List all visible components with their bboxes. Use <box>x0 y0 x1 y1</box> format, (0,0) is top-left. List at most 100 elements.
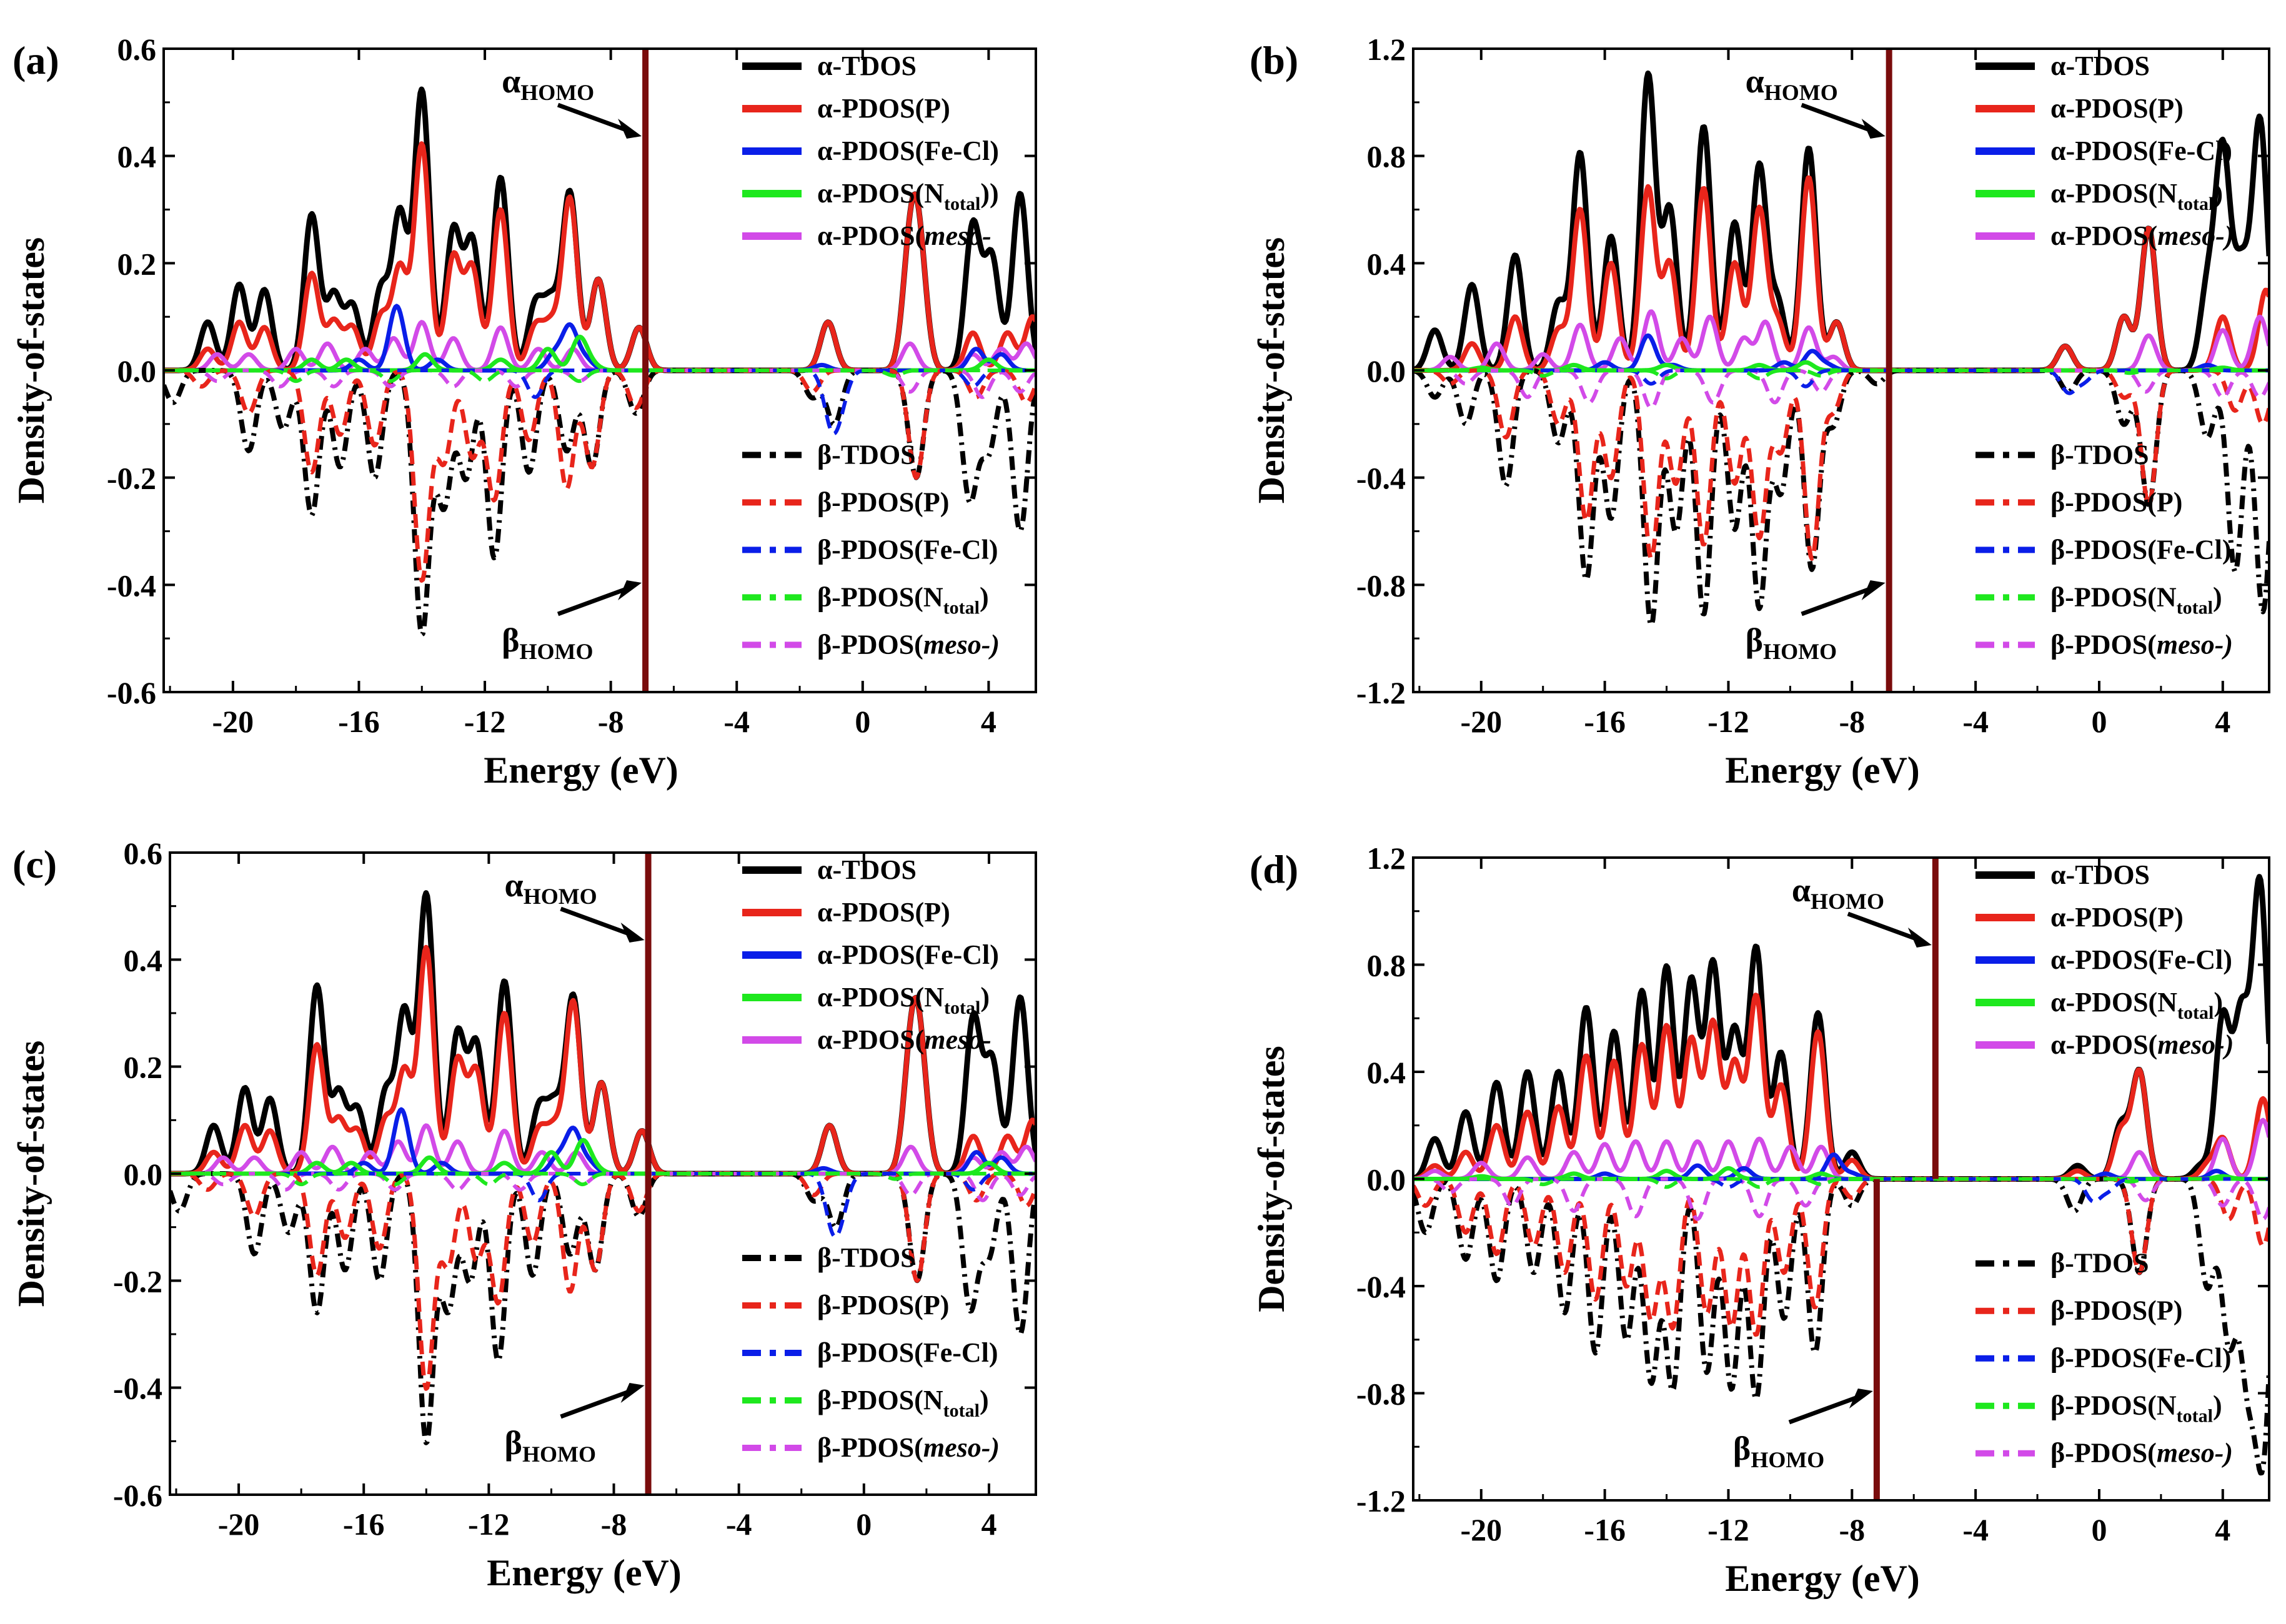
x-tick-label: 4 <box>981 704 996 739</box>
x-tick-label: -12 <box>1707 704 1749 739</box>
legend-subscript: total <box>2177 1406 2213 1427</box>
legend-tail: ) <box>2213 1390 2222 1421</box>
legend-text: β-PDOS( <box>2050 1438 2157 1468</box>
homo-subscript: HOMO <box>1763 639 1837 664</box>
beta-symbol: β <box>505 1424 522 1462</box>
legend-label: α-PDOS(Ntotal) <box>817 982 990 1018</box>
legend-text: β-TDOS <box>2050 1248 2149 1279</box>
legend-subscript: total <box>2177 1003 2214 1023</box>
legend-label: β-PDOS(Fe-Cl) <box>817 1337 998 1368</box>
beta-symbol: β <box>1746 621 1763 659</box>
y-tick-label: -0.4 <box>113 1371 162 1406</box>
panel-d: -20 -16 -12 -8 -4 0 4 -1.2 -0.8 -0.4 0.0 0.4 0.8 1.2 E… <box>1250 841 2270 1599</box>
legend-text: α-PDOS(N <box>2050 178 2177 209</box>
legend-text: α-TDOS <box>817 51 917 81</box>
y-tick-label: -0.6 <box>113 1478 162 1513</box>
alpha-symbol: α <box>505 866 524 904</box>
panel-b: -20 -16 -12 -8 -4 0 4 -1.2 -0.8 -0.4 0.0 0.4 0.8 1.2 E… <box>1250 32 2270 791</box>
legend-text: β-PDOS(Fe-Cl) <box>817 1337 998 1368</box>
x-axis-title: Energy (eV) <box>487 1552 682 1593</box>
alpha-homo-arrowhead <box>618 119 642 139</box>
beta-legend: β-TDOS β-PDOS(P) β-PDOS(Fe-Cl) β-PDOS(Ntota… <box>742 1242 1000 1463</box>
beta-pdos-n-line <box>1413 369 2269 380</box>
x-tick-label: -4 <box>1962 1512 1989 1547</box>
legend-text: α-PDOS(Fe-Cl) <box>817 939 999 970</box>
y-axis-title: Density-of-states <box>1251 237 1292 504</box>
legend-label: α-PDOS(Ntotal)) <box>817 178 999 214</box>
alpha-symbol: α <box>1792 871 1811 909</box>
beta-homo-arrowhead <box>620 1383 645 1403</box>
alpha-homo-annotation: αHOMO <box>1746 62 1886 139</box>
legend-label: β-PDOS(Ntotal) <box>817 582 989 618</box>
x-axis-title: Energy (eV) <box>484 750 678 791</box>
legend-tail: meso-) <box>2157 220 2234 251</box>
x-tick-label: 4 <box>2215 1512 2230 1547</box>
y-tick-label: -1.2 <box>1356 1483 1406 1518</box>
legend-label: α-TDOS <box>817 854 917 885</box>
legend-tail: ) <box>980 1385 989 1415</box>
legend-label: β-TDOS <box>2050 439 2149 470</box>
beta-symbol: β <box>1733 1430 1751 1467</box>
y-tick-label: 0.0 <box>124 1157 163 1192</box>
x-tick-label: 4 <box>2215 704 2230 739</box>
y-tick-label: -0.6 <box>107 675 156 710</box>
x-tick-label: -20 <box>218 1507 260 1542</box>
beta-tdos-line <box>1413 368 2269 628</box>
legend-text: β-PDOS(P) <box>2050 1295 2182 1326</box>
legend-tail: meso-) <box>2157 629 2233 660</box>
legend-label: β-TDOS <box>817 439 916 470</box>
panel-c: -20 -16 -12 -8 -4 0 4 -0.6 -0.4 -0.2 0.0 0.2 0.4 0.6 E… <box>11 836 1037 1593</box>
alpha-homo-label: αHOMO <box>502 62 594 105</box>
legend-tail: ) <box>980 582 989 612</box>
legend-subscript: total <box>944 194 980 214</box>
legend-label: α-TDOS <box>2050 859 2150 890</box>
beta-pdos-n-line <box>170 1172 1036 1187</box>
legend-text: β-PDOS(N <box>817 1385 943 1415</box>
x-tick-label: -16 <box>1584 704 1626 739</box>
x-tick-label: -4 <box>723 704 750 739</box>
y-tick-label: 0.4 <box>124 943 163 978</box>
legend-tail: meso-) <box>2157 1029 2234 1060</box>
beta-homo-arrow <box>1801 584 1877 616</box>
series-group <box>170 890 1036 1445</box>
y-tick-label: -0.4 <box>1356 1269 1406 1304</box>
legend-text: α-PDOS( <box>2050 220 2157 251</box>
legend-label: β-PDOS(P) <box>817 487 949 517</box>
y-tick-label: -0.4 <box>1356 461 1406 496</box>
beta-homo-annotation: βHOMO <box>505 1383 645 1467</box>
legend-label: α-PDOS(P) <box>2050 902 2184 933</box>
x-tick-label: 0 <box>856 1507 872 1542</box>
panel-label: (d) <box>1250 847 1298 891</box>
legend-label: β-PDOS(P) <box>2050 487 2182 517</box>
legend-label: α-TDOS <box>817 51 917 81</box>
x-tick-label: -4 <box>726 1507 752 1542</box>
legend-text: α-TDOS <box>2050 859 2150 890</box>
series-group <box>1413 874 2269 1476</box>
legend-text: β-PDOS(N <box>2050 582 2177 612</box>
alpha-homo-label: αHOMO <box>505 866 597 909</box>
alpha-symbol: α <box>1746 62 1764 100</box>
legend-subscript: total <box>2177 597 2213 618</box>
beta-homo-arrowhead <box>1861 580 1886 600</box>
legend-label: α-TDOS <box>2050 51 2150 81</box>
y-tick-label: -0.8 <box>1356 1377 1406 1412</box>
legend-label: β-TDOS <box>817 1242 916 1273</box>
legend-tail: meso-) <box>923 629 1000 660</box>
y-tick-label: -0.4 <box>107 568 156 603</box>
y-axis-title: Density-of-states <box>11 237 52 504</box>
beta-legend: β-TDOS β-PDOS(P) β-PDOS(Fe-Cl) β-PDOS(Ntota… <box>1975 439 2233 660</box>
x-tick-label: -8 <box>1839 1512 1865 1547</box>
homo-subscript: HOMO <box>520 80 594 105</box>
homo-subscript: HOMO <box>1751 1447 1824 1472</box>
legend-label: β-TDOS <box>2050 1248 2149 1279</box>
legend-text: α-PDOS(Fe-Cl) <box>2050 136 2232 166</box>
beta-pdos-p-line <box>164 368 1036 583</box>
alpha-pdos-p-line <box>1413 175 2269 373</box>
y-tick-label: -0.8 <box>1356 568 1406 603</box>
legend-tail: meso- <box>924 220 991 251</box>
x-tick-label: -8 <box>1839 704 1865 739</box>
y-tick-label: 0.2 <box>117 246 157 281</box>
y-tick-label: 0.8 <box>1367 948 1406 983</box>
alpha-pdos-p-line <box>1413 993 2269 1182</box>
legend-text: α-PDOS(P) <box>2050 93 2184 124</box>
